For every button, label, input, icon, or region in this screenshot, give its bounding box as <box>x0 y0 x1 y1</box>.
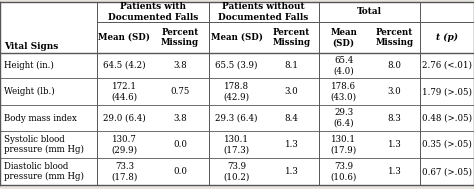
Text: 0.0: 0.0 <box>173 140 187 149</box>
Text: Mean (SD): Mean (SD) <box>210 33 263 42</box>
Text: 0.0: 0.0 <box>173 167 187 176</box>
Text: Percent
Missing: Percent Missing <box>273 28 310 47</box>
Text: 1.3: 1.3 <box>387 167 401 176</box>
Text: 73.9
(10.6): 73.9 (10.6) <box>330 162 357 181</box>
Text: 8.0: 8.0 <box>387 61 401 70</box>
Text: 73.3
(17.8): 73.3 (17.8) <box>111 162 137 181</box>
Text: 130.1
(17.3): 130.1 (17.3) <box>223 135 250 154</box>
Text: 3.0: 3.0 <box>284 87 299 96</box>
Text: 1.3: 1.3 <box>387 140 401 149</box>
Text: 1.3: 1.3 <box>284 167 299 176</box>
Text: 130.1
(17.9): 130.1 (17.9) <box>330 135 357 154</box>
Text: 0.67 (>.05): 0.67 (>.05) <box>422 167 472 176</box>
Text: 8.4: 8.4 <box>284 114 299 123</box>
Text: 0.75: 0.75 <box>171 87 190 96</box>
Text: 8.1: 8.1 <box>284 61 299 70</box>
Text: 0.48 (>.05): 0.48 (>.05) <box>422 114 472 123</box>
Text: Vital Signs: Vital Signs <box>4 42 58 51</box>
Text: 0.35 (>.05): 0.35 (>.05) <box>422 140 472 149</box>
Text: Height (in.): Height (in.) <box>4 61 54 70</box>
Text: t (p): t (p) <box>436 33 458 42</box>
Text: Weight (lb.): Weight (lb.) <box>4 87 55 96</box>
Text: Mean (SD): Mean (SD) <box>99 33 150 42</box>
Text: 1.3: 1.3 <box>284 140 299 149</box>
Text: 29.0 (6.4): 29.0 (6.4) <box>103 114 146 123</box>
Text: 3.8: 3.8 <box>173 61 187 70</box>
Text: 8.3: 8.3 <box>387 114 401 123</box>
Text: Patients with
Documented Falls: Patients with Documented Falls <box>108 2 198 22</box>
Text: 29.3 (6.4): 29.3 (6.4) <box>215 114 258 123</box>
Text: Percent
Missing: Percent Missing <box>161 28 199 47</box>
Text: Mean
(SD): Mean (SD) <box>330 28 357 47</box>
Text: 2.76 (<.01): 2.76 (<.01) <box>422 61 472 70</box>
Text: 3.8: 3.8 <box>173 114 187 123</box>
Text: 64.5 (4.2): 64.5 (4.2) <box>103 61 146 70</box>
Text: Percent
Missing: Percent Missing <box>375 28 413 47</box>
Text: 29.3
(6.4): 29.3 (6.4) <box>333 108 354 128</box>
Text: 65.5 (3.9): 65.5 (3.9) <box>215 61 258 70</box>
Text: Total: Total <box>357 8 382 16</box>
Text: 73.9
(10.2): 73.9 (10.2) <box>223 162 250 181</box>
Text: Patients without
Documented Falls: Patients without Documented Falls <box>219 2 309 22</box>
Text: 172.1
(44.6): 172.1 (44.6) <box>111 82 137 101</box>
Text: 178.8
(42.9): 178.8 (42.9) <box>223 82 250 101</box>
Text: 3.0: 3.0 <box>387 87 401 96</box>
Text: Diastolic blood
pressure (mm Hg): Diastolic blood pressure (mm Hg) <box>4 162 84 181</box>
Text: 130.7
(29.9): 130.7 (29.9) <box>111 135 137 154</box>
Text: 178.6
(43.0): 178.6 (43.0) <box>330 82 357 101</box>
Text: Body mass index: Body mass index <box>4 114 77 123</box>
Text: 65.4
(4.0): 65.4 (4.0) <box>333 56 354 75</box>
Text: Systolic blood
pressure (mm Hg): Systolic blood pressure (mm Hg) <box>4 135 84 154</box>
Text: 1.79 (>.05): 1.79 (>.05) <box>422 87 472 96</box>
